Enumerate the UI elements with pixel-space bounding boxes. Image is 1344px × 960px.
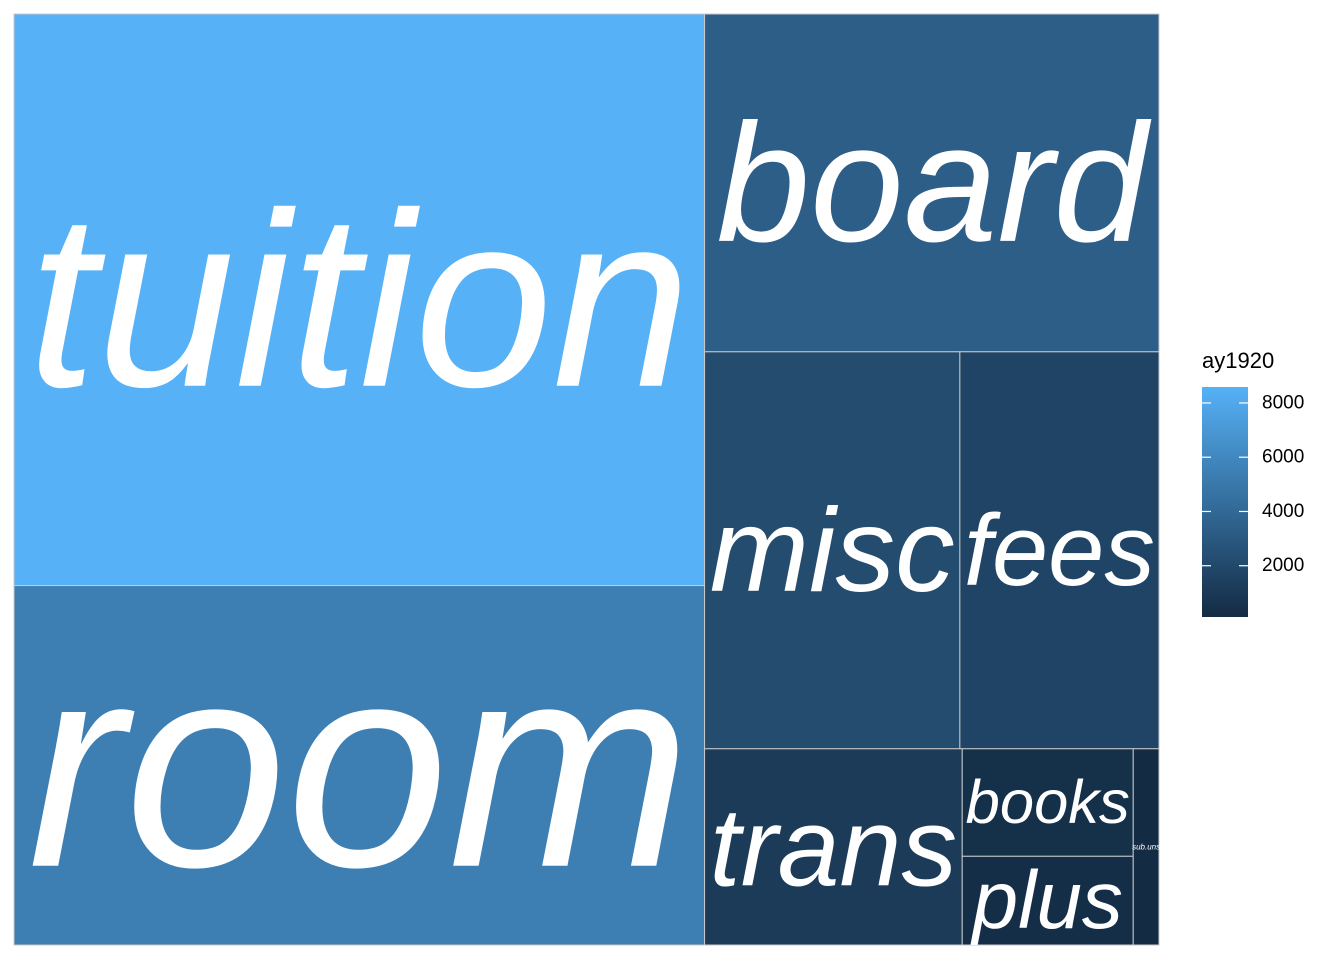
tile-tuition: tuition [13, 13, 706, 587]
tile-fees: fees [959, 351, 1160, 750]
tile-books: books [961, 748, 1134, 857]
legend-title: ay1920 [1202, 348, 1274, 373]
tile-rect [704, 748, 963, 946]
tile-rect [959, 351, 1160, 750]
tile-trans: trans [704, 748, 963, 946]
legend-tick-label: 2000 [1262, 555, 1304, 576]
tile-rect [961, 855, 1134, 946]
legend-colorbar [1202, 387, 1248, 617]
tile-rect [13, 585, 706, 946]
tile-label: board [717, 89, 1153, 277]
tile-board: board [704, 13, 1160, 353]
tile-room: room [13, 585, 706, 946]
legend-tick-label: 8000 [1262, 392, 1304, 413]
tile-sub-uns: sub.uns [1132, 748, 1160, 946]
tile-misc: misc [704, 351, 961, 750]
legend-tick-label: 6000 [1262, 447, 1304, 468]
legend-ticks: 2000 4000 6000 8000 [1202, 392, 1304, 576]
legend: ay1920 2000 4000 6000 8000 [1202, 348, 1304, 617]
tile-rect [13, 13, 706, 587]
tile-label: misc [710, 484, 955, 617]
tile-plus: plus [961, 855, 1134, 946]
tile-label: room [28, 603, 691, 928]
tile-rect [704, 351, 961, 750]
tile-label: trans [710, 784, 957, 909]
treemap-tiles: tuition room board misc fees trans books plussu… [13, 13, 1160, 946]
tile-rect [1132, 748, 1160, 946]
tile-label: tuition [28, 161, 691, 439]
tile-label: books [966, 768, 1130, 837]
tile-rect [704, 13, 1160, 353]
tile-label: sub.uns [1132, 842, 1160, 851]
legend-tick-label: 4000 [1262, 501, 1304, 522]
tile-label: plus [970, 855, 1123, 946]
tile-label: fees [964, 494, 1155, 607]
